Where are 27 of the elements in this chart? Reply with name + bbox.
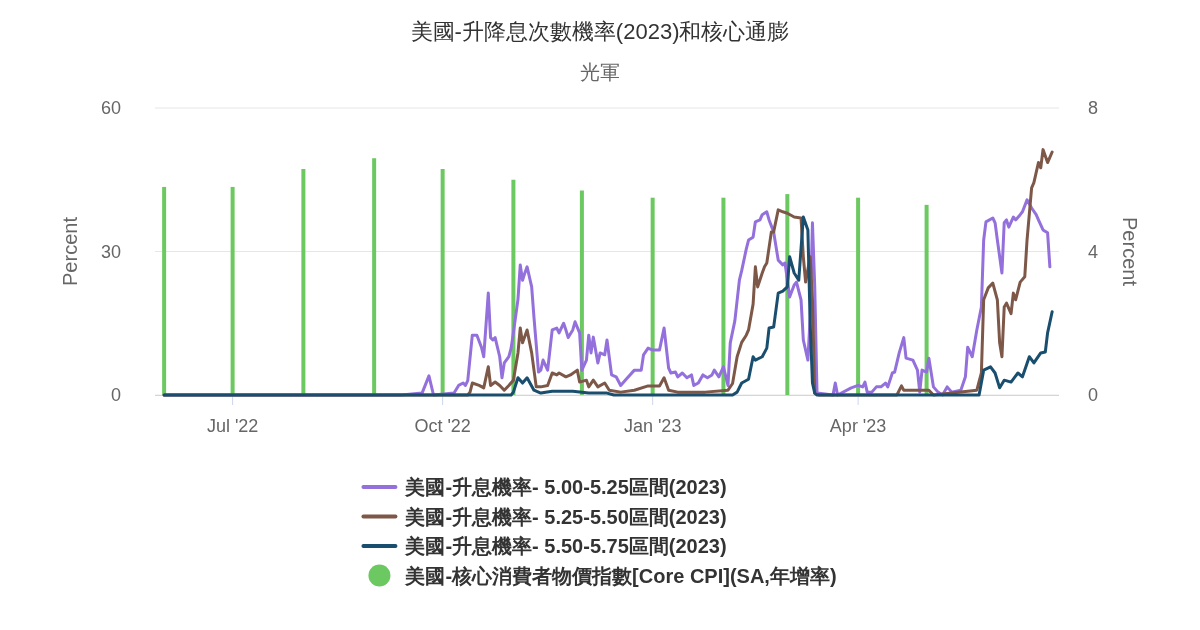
bar [924, 204, 929, 395]
x-tick-label: Jan '23 [623, 416, 682, 436]
legend-label: 美國-升息機率- 5.50-5.75區間(2023) [404, 535, 727, 557]
y-tick-label: 0 [110, 385, 121, 405]
bar [230, 186, 235, 395]
y2-tick-label: 0 [1088, 385, 1099, 405]
bar [372, 158, 377, 395]
y-tick-label: 30 [100, 241, 121, 262]
x-tick-label: Apr '23 [829, 416, 887, 436]
y2-tick-label: 4 [1088, 241, 1099, 262]
legend-label: 美國-核心消費者物價指數[Core CPI](SA,年增率) [404, 564, 837, 587]
y-tick-label: 60 [100, 98, 121, 118]
bar [301, 168, 306, 395]
y2-axis-title: Percent [1119, 217, 1141, 287]
y2-tick-label: 8 [1088, 98, 1099, 118]
chart-subtitle: 光軍 [580, 61, 620, 83]
y-axis-title: Percent [59, 216, 81, 286]
legend-label: 美國-升息機率- 5.00-5.25區間(2023) [404, 476, 727, 498]
bar [162, 186, 167, 395]
bar [440, 168, 445, 395]
bar [856, 197, 861, 395]
x-tick-label: Jul '22 [206, 416, 259, 436]
legend-label: 美國-升息機率- 5.25-5.50區間(2023) [404, 505, 727, 528]
chart-title: 美國-升降息次數機率(2023)和核心通膨 [410, 19, 790, 44]
x-tick-label: Oct '22 [414, 416, 471, 436]
bar [721, 197, 726, 395]
bar [650, 197, 655, 395]
